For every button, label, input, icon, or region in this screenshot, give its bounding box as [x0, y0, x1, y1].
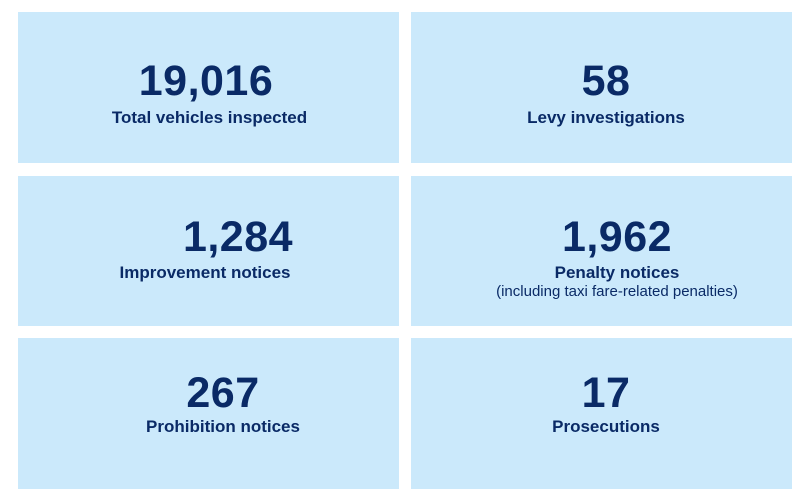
stat-value: 19,016: [138, 57, 274, 105]
stat-value: 58: [581, 57, 631, 105]
stat-label: Penalty notices: [554, 263, 680, 282]
stat-tile-improvement-notices: 1,284 Improvement notices: [18, 176, 399, 326]
stat-value: 17: [581, 369, 631, 417]
stat-label: Total vehicles inspected: [111, 108, 308, 127]
stat-tile-penalty-notices: 1,962 Penalty notices (including taxi fa…: [411, 176, 792, 326]
stat-value: 267: [186, 369, 260, 417]
stat-tile-levy-investigations: 58 Levy investigations: [411, 12, 792, 163]
stat-tile-prohibition-notices: 267 Prohibition notices: [18, 338, 399, 489]
stat-value: 1,962: [561, 213, 673, 261]
stat-sublabel: (including taxi fare-related penalties): [496, 283, 738, 300]
stat-label: Improvement notices: [119, 263, 291, 282]
stat-label: Prohibition notices: [146, 417, 300, 436]
stat-label: Prosecutions: [552, 417, 660, 436]
stat-tile-vehicles-inspected: 19,016 Total vehicles inspected: [18, 12, 399, 163]
stat-label: Levy investigations: [527, 108, 685, 127]
stat-tile-prosecutions: 17 Prosecutions: [411, 338, 792, 489]
stat-value: 1,284: [182, 213, 294, 261]
